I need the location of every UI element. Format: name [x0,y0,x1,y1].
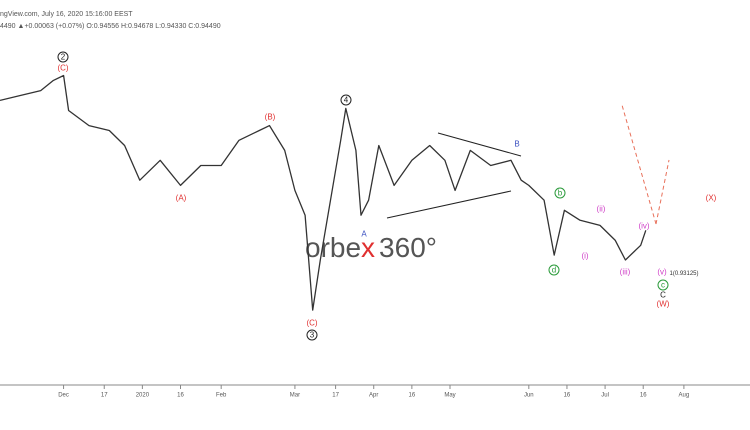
x-tick-label: 16 [409,393,416,399]
price-line [0,74,647,311]
x-tick-label: 16 [177,393,184,399]
wave-label: (C) [57,64,68,73]
trend-line [437,132,522,157]
x-tick-label: 17 [332,393,339,399]
x-tick-label: 17 [101,393,108,399]
logo-part: 360° [379,232,437,263]
logo: orbex 360° [305,232,437,263]
wave-label: (iv) [638,222,649,231]
wave-circle [548,264,560,276]
wave-label: b [558,189,563,198]
wave-label: B [514,140,519,149]
wave-label: (v) [657,268,667,277]
header-source: ngView.com, July 16, 2020 15:16:00 EEST [0,11,133,18]
x-tick-label: 16 [564,393,571,399]
wave-label: 2 [61,53,66,62]
wave-label: d [552,266,556,275]
wave-circle [306,329,318,341]
x-tick-label: Jun [524,393,534,399]
x-tick-label: May [444,393,455,399]
projection-line [655,159,670,225]
wave-circle [57,51,69,63]
trend-line [386,190,512,219]
x-tick-label: 16 [640,393,647,399]
wave-label: 4 [344,96,349,105]
wave-circle [657,279,669,291]
x-tick-label: Dec [58,393,69,399]
x-tick-label: Apr [369,393,378,399]
logo-part: x [361,232,375,263]
wave-label: (ii) [597,205,606,214]
x-tick-label: Jul [601,393,609,399]
wave-label: c [661,281,665,290]
wave-label: C [660,291,666,300]
wave-label: (C) [306,319,317,328]
wave-label: (A) [176,194,187,203]
wave-label: (B) [265,113,276,122]
x-tick-label: 2020 [136,393,150,399]
wave-label: 1(0.93125) [669,271,698,277]
x-tick-label: Feb [216,393,227,399]
wave-label: (iii) [620,268,631,277]
wave-label: (i) [581,252,588,261]
header-quote: 4490 ▲+0.00063 (+0.07%) O:0.94556 H:0.94… [0,23,221,30]
wave-circle [554,187,566,199]
wave-label: A [361,230,367,239]
wave-circle [340,94,352,106]
wave-label: (X) [706,194,717,203]
wave-label: (W) [657,300,670,309]
wave-label: 3 [310,331,315,340]
x-tick-label: Mar [290,393,300,399]
x-tick-label: Aug [679,393,690,399]
logo-part: orbe [305,232,361,263]
